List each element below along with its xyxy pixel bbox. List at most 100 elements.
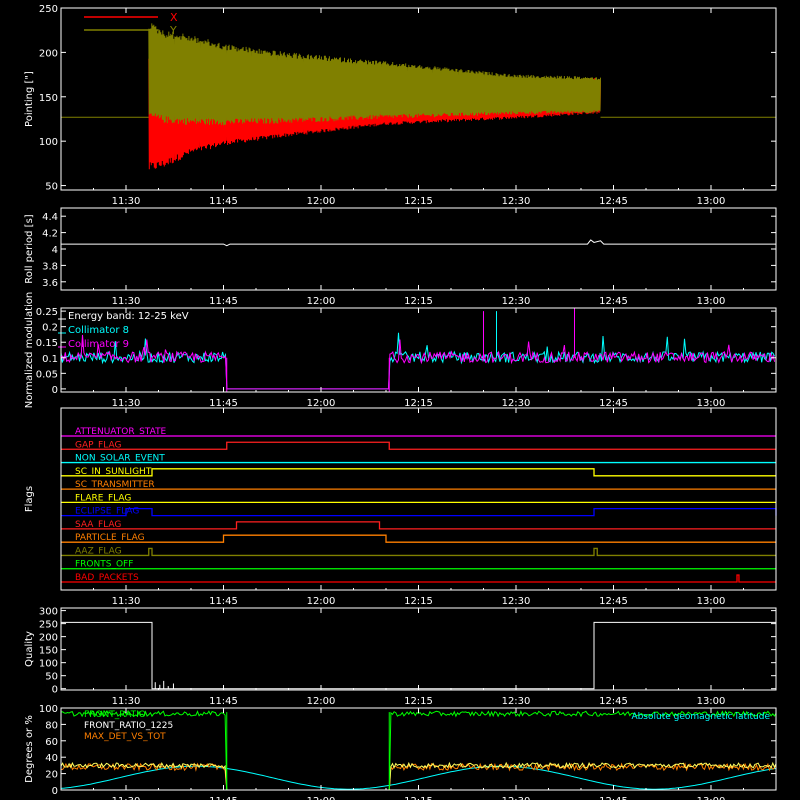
pointing-y-tick-label: 250: [39, 4, 58, 15]
data-layer: [58, 16, 777, 791]
roll-y-tick-label: 4: [52, 245, 58, 256]
flag-label-non-solar-event: NON_SOLAR_EVENT: [75, 454, 165, 464]
quality-y-tick-label: 100: [39, 659, 58, 670]
degrees-x-tick-label: 12:00: [307, 796, 336, 800]
pointing-x-tick-label: 11:30: [112, 196, 141, 207]
modulation-y-tick-label: 0.1: [42, 354, 58, 365]
flag-label-gap-flag: GAP_FLAG: [75, 440, 121, 450]
degrees-x-tick-label: 13:00: [697, 796, 726, 800]
roll-x-tick-label: 11:45: [209, 296, 238, 307]
quality-x-tick-label: 11:45: [209, 696, 238, 707]
quality-y-tick-label: 300: [39, 607, 58, 618]
modulation-ylabel: Normalized modulation: [24, 292, 35, 409]
modulation-y-tick-label: 0.05: [36, 369, 58, 380]
degrees-legend-front-ratio-1225: FRONT_RATIO_1225: [84, 721, 173, 731]
degrees-x-tick-label: 11:30: [112, 796, 141, 800]
degrees-y-tick-label: 40: [45, 753, 58, 764]
degrees-y-tick-label: 100: [39, 704, 58, 715]
flag-label-bad-packets: BAD_PACKETS: [75, 573, 139, 583]
quality-x-tick-label: 12:45: [599, 696, 628, 707]
roll-x-tick-label: 12:15: [404, 296, 433, 307]
modulation-x-tick-label: 11:45: [209, 398, 238, 409]
flag-label-flare-flag: FLARE_FLAG: [75, 493, 131, 503]
roll-x-tick-label: 13:00: [697, 296, 726, 307]
pointing-ylabel: Pointing ["]: [24, 71, 35, 127]
flags-x-tick-label: 11:45: [209, 596, 238, 607]
quality-x-tick-label: 12:15: [404, 696, 433, 707]
quality-x-tick-label: 13:00: [697, 696, 726, 707]
flags-ylabel: Flags: [24, 486, 35, 512]
modulation-x-tick-label: 12:30: [502, 398, 531, 409]
pointing-x-tick-label: 11:45: [209, 196, 238, 207]
frame-layer: [60, 7, 777, 791]
pointing-y-tick-label: 100: [39, 137, 58, 148]
degrees-y-tick-label: 20: [45, 770, 58, 781]
degrees-annotation: Absolute geomagnetic latitude: [631, 712, 770, 722]
degrees-max-det-vs-tot: [60, 762, 777, 791]
roll-x-tick-label: 12:30: [502, 296, 531, 307]
roll-x-tick-label: 12:00: [307, 296, 336, 307]
modulation-x-tick-label: 12:45: [599, 398, 628, 409]
flag-label-aaz-flag: AAZ_FLAG: [75, 546, 122, 556]
flag-line-aaz-flag: [61, 547, 776, 557]
quality-line: [61, 621, 776, 690]
modulation-y-tick-label: 0.15: [36, 338, 58, 349]
flag-line-gap-flag: [61, 441, 776, 450]
modulation-y-tick-label: 0.25: [36, 307, 58, 318]
modulation-x-tick-label: 13:00: [697, 398, 726, 409]
degrees-front-ratio-1225: [60, 761, 777, 791]
modulation-legend-collimator-9: Collimator 9: [68, 339, 129, 350]
flag-line-eclipse-flag: [61, 507, 777, 517]
degrees-x-tick-label: 11:45: [209, 796, 238, 800]
roll-y-tick-label: 3.8: [42, 261, 58, 272]
flag-label-sc-in-sunlight: SC_IN_SUNLIGHT: [75, 467, 152, 477]
modulation-energy-band: Energy band: 12-25 keV: [68, 311, 189, 322]
roll-x-tick-label: 12:45: [599, 296, 628, 307]
roll-y-tick-label: 3.6: [42, 278, 58, 289]
roll-x-tick-label: 11:30: [112, 296, 141, 307]
pointing-x-tick-label: 13:00: [697, 196, 726, 207]
pointing-series-y: [148, 23, 601, 126]
modulation-y-tick-label: 0: [52, 385, 58, 396]
roll-y-tick-label: 4.2: [42, 229, 58, 240]
quality-x-tick-label: 12:30: [502, 696, 531, 707]
degrees-latitude-curve: [60, 765, 777, 790]
pointing-y-tick-label: 50: [45, 182, 58, 193]
degrees-ylabel: Degrees or %: [24, 715, 35, 783]
flags-x-tick-label: 11:30: [112, 596, 141, 607]
quality-y-tick-label: 50: [45, 672, 58, 683]
degrees-front-ratio: [60, 709, 777, 791]
degrees-x-tick-label: 12:45: [599, 796, 628, 800]
quality-ylabel: Quality: [24, 631, 35, 667]
degrees-x-tick-label: 12:15: [404, 796, 433, 800]
modulation-x-tick-label: 12:15: [404, 398, 433, 409]
pointing-legend-label-x: X: [170, 11, 178, 24]
flag-label-attenuator-state: ATTENUATOR_STATE: [75, 427, 167, 437]
pointing-x-tick-label: 12:15: [404, 196, 433, 207]
quality-x-tick-label: 11:30: [112, 696, 141, 707]
pointing-y-tick-label: 200: [39, 48, 58, 59]
flag-line-saa-flag: [61, 521, 776, 530]
roll-ylabel: Roll period [s]: [24, 214, 35, 283]
degrees-legend-front-ratio: FRONT_RATIO: [84, 710, 146, 720]
pointing-legend-label-y: Y: [169, 24, 177, 37]
modulation-x-tick-label: 12:00: [307, 398, 336, 409]
modulation-series-8: [60, 332, 776, 390]
flags-x-tick-label: 13:00: [697, 596, 726, 607]
flag-label-eclipse-flag: ECLIPSE_FLAG: [75, 507, 139, 517]
degrees-y-tick-label: 80: [45, 720, 58, 731]
roll-period-line: [61, 239, 776, 247]
flag-line-particle-flag: [61, 534, 776, 543]
flags-x-tick-label: 12:15: [404, 596, 433, 607]
flags-x-tick-label: 12:45: [599, 596, 628, 607]
modulation-y-tick-label: 0.2: [42, 323, 58, 334]
degrees-y-tick-label: 60: [45, 737, 58, 748]
quality-y-tick-label: 150: [39, 646, 58, 657]
flag-label-particle-flag: PARTICLE_FLAG: [75, 533, 145, 543]
quality-y-tick-label: 250: [39, 620, 58, 631]
flag-label-saa-flag: SAA_FLAG: [75, 520, 121, 530]
text-layer: 11:30 11:45 12:00 12:15 12:30 12:45 13:00 50 100…: [24, 4, 770, 800]
flag-line-sc-in-sunlight: [61, 468, 776, 477]
